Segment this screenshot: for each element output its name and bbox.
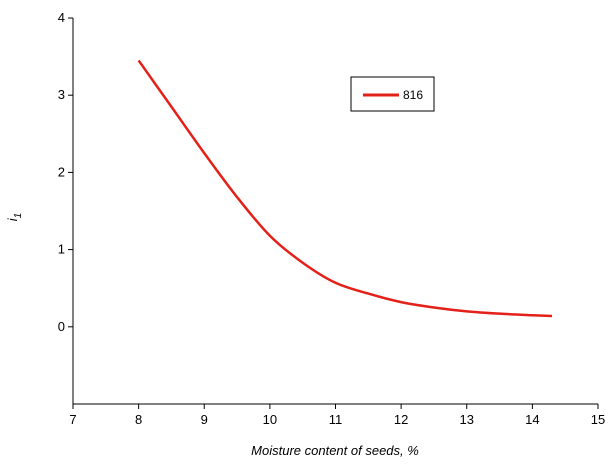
x-tick-label: 7 [69,412,76,427]
series-layer [137,59,553,318]
y-axis-title-subscript: 1 [13,213,24,219]
x-tick-label: 15 [591,412,605,427]
x-tick-label: 8 [135,412,142,427]
x-tick-label: 9 [201,412,208,427]
x-tick-label: 12 [394,412,408,427]
x-tick-label: 10 [263,412,277,427]
y-tick-label: 4 [58,10,65,25]
series-line-816 [137,59,553,318]
legend-label-816: 816 [403,88,423,102]
y-tick-label: 2 [58,164,65,179]
y-axis-title-main: i [5,217,20,221]
y-tick-label: 1 [58,242,65,257]
x-tick-label: 14 [525,412,539,427]
x-axis-ticks: 7 8 9 10 11 12 13 14 15 [69,404,605,427]
x-axis-title: Moisture content of seeds, % [251,443,419,458]
chart-legend: 816 [350,76,435,112]
y-tick-label: 0 [58,319,65,334]
y-tick-label: 3 [58,87,65,102]
y-axis-ticks: 0 1 2 3 4 [58,10,73,334]
x-tick-label: 11 [329,412,343,427]
y-axis-title: i1 [5,213,24,221]
x-tick-label: 13 [460,412,474,427]
